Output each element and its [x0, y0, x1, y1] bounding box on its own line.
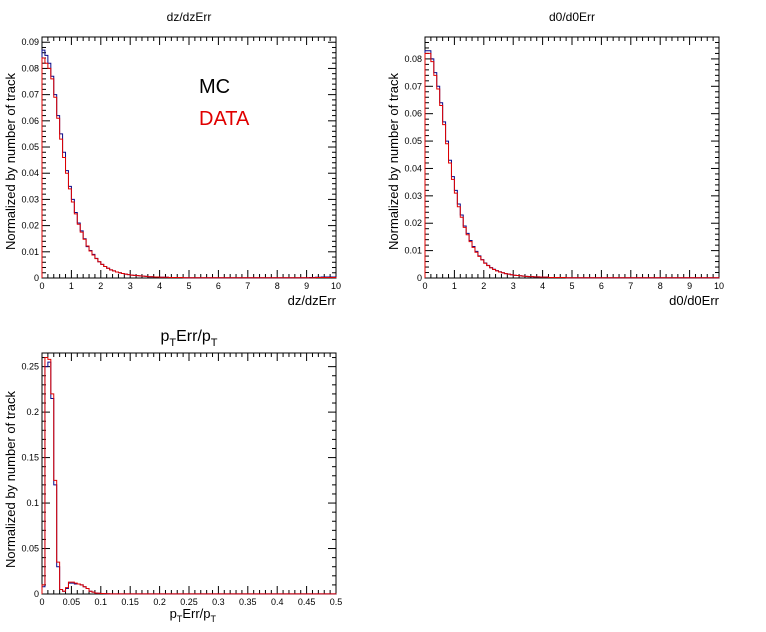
y-tick-label: 0.25: [21, 362, 39, 372]
series-layer: [41, 357, 337, 595]
x-tick-label: 9: [687, 281, 692, 291]
y-tick-label: 0.15: [21, 453, 39, 463]
y-tick-label: 0.03: [404, 191, 422, 201]
series-layer: [424, 50, 720, 279]
x-tick-label: 0.35: [239, 597, 257, 607]
y-axis: 0 0.01 0.02 0.03 0.04 0.05 0.06 0.07 0.08: [404, 36, 719, 283]
x-tick-label: 6: [216, 281, 221, 291]
x-tick-label: 7: [628, 281, 633, 291]
x-axis-label: pTErr/pT: [170, 606, 217, 624]
x-tick-label: 8: [275, 281, 280, 291]
x-tick-label: 3: [511, 281, 516, 291]
y-tick-label: 0.06: [21, 116, 39, 126]
y-tick-label: 0: [417, 273, 422, 283]
x-axis: 0 1 2 3 4 5 6 7 8 9 10: [39, 37, 341, 291]
y-tick-label: 0.09: [21, 37, 39, 47]
y-tick-label: 0.05: [404, 136, 422, 146]
y-tick-label: 0.02: [21, 221, 39, 231]
x-tick-label: 6: [599, 281, 604, 291]
x-tick-label: 0.45: [298, 597, 316, 607]
x-tick-label: 2: [481, 281, 486, 291]
legend-mc: MC: [199, 76, 230, 98]
x-tick-label: 0: [422, 281, 427, 291]
x-tick-label: 0.1: [95, 597, 108, 607]
x-tick-label: 10: [714, 281, 724, 291]
x-axis-label: d0/d0Err: [669, 293, 720, 308]
y-tick-label: 0.06: [404, 109, 422, 119]
x-tick-label: 10: [331, 281, 341, 291]
y-tick-label: 0: [34, 273, 39, 283]
series-line-data: [41, 57, 337, 279]
series-layer: [41, 49, 337, 279]
chart-title: d0/d0Err: [549, 10, 595, 24]
y-tick-label: 0.01: [21, 247, 39, 257]
legend-data: DATA: [199, 108, 250, 130]
x-tick-label: 5: [569, 281, 574, 291]
y-tick-label: 0.01: [404, 246, 422, 256]
y-axis: 0 0.05 0.1 0.15 0.2 0.25: [21, 357, 336, 599]
x-tick-label: 4: [157, 281, 162, 291]
x-tick-label: 0.3: [212, 597, 225, 607]
x-tick-label: 1: [69, 281, 74, 291]
y-tick-label: 0.04: [21, 168, 39, 178]
y-tick-label: 0.2: [26, 407, 39, 417]
y-tick-label: 0.07: [404, 81, 422, 91]
y-tick-label: 0.02: [404, 218, 422, 228]
chart-title: dz/dzErr: [167, 10, 212, 24]
y-tick-label: 0.05: [21, 544, 39, 554]
chart-title: pTErr/pT: [160, 328, 217, 349]
x-axis: 0 1 2 3 4 5 6 7 8 9 10: [422, 37, 724, 291]
y-tick-label: 0.03: [21, 194, 39, 204]
series-line-data: [41, 357, 337, 595]
y-axis: 0 0.01 0.02 0.03 0.04 0.05 0.06 0.07 0.08 0.09: [21, 36, 336, 283]
y-tick-label: 0.07: [21, 90, 39, 100]
x-tick-label: 0.4: [271, 597, 284, 607]
x-tick-label: 0.2: [153, 597, 166, 607]
x-tick-label: 0: [39, 597, 44, 607]
panel-pterr-pt: pTErr/pT 0 0.05 0.1 0.15 0.2 0.25 0.3 0.35 0.4 0.…: [3, 328, 342, 624]
series-line-mc: [41, 361, 337, 595]
x-tick-label: 0.05: [63, 597, 81, 607]
y-tick-label: 0.04: [404, 163, 422, 173]
x-axis: 0 0.05 0.1 0.15 0.2 0.25 0.3 0.35 0.4 0.45 0.5: [39, 353, 342, 607]
x-tick-label: 7: [245, 281, 250, 291]
x-tick-label: 4: [540, 281, 545, 291]
x-tick-label: 2: [98, 281, 103, 291]
x-tick-label: 1: [452, 281, 457, 291]
y-tick-label: 0.05: [21, 142, 39, 152]
y-axis-label: Normalized by number of track: [386, 72, 401, 250]
y-axis-label: Normalized by number of track: [3, 390, 18, 568]
x-tick-label: 0.25: [180, 597, 198, 607]
series-line-data: [424, 52, 720, 279]
y-axis-label: Normalized by number of track: [3, 72, 18, 250]
x-tick-label: 0.5: [330, 597, 343, 607]
y-tick-label: 0.08: [404, 54, 422, 64]
x-tick-label: 0: [39, 281, 44, 291]
panel-dz-dzerr: dz/dzErr 0 1 2 3 4 5 6 7 8 9 10 00.010.020.030.040…: [3, 10, 341, 308]
y-tick-label: 0.08: [21, 63, 39, 73]
x-axis-label: dz/dzErr: [288, 293, 337, 308]
x-tick-label: 5: [186, 281, 191, 291]
y-tick-label: 0.1: [26, 498, 39, 508]
x-tick-label: 9: [304, 281, 309, 291]
panel-d0-d0err: d0/d0Err 0 1 2 3 4 5 6 7 8 9 10 00.010.020.030.040…: [386, 10, 724, 308]
y-tick-label: 0: [34, 589, 39, 599]
x-tick-label: 3: [128, 281, 133, 291]
plot-frame: [41, 352, 337, 595]
series-line-mc: [424, 50, 720, 279]
x-tick-label: 8: [658, 281, 663, 291]
x-tick-label: 0.15: [121, 597, 139, 607]
